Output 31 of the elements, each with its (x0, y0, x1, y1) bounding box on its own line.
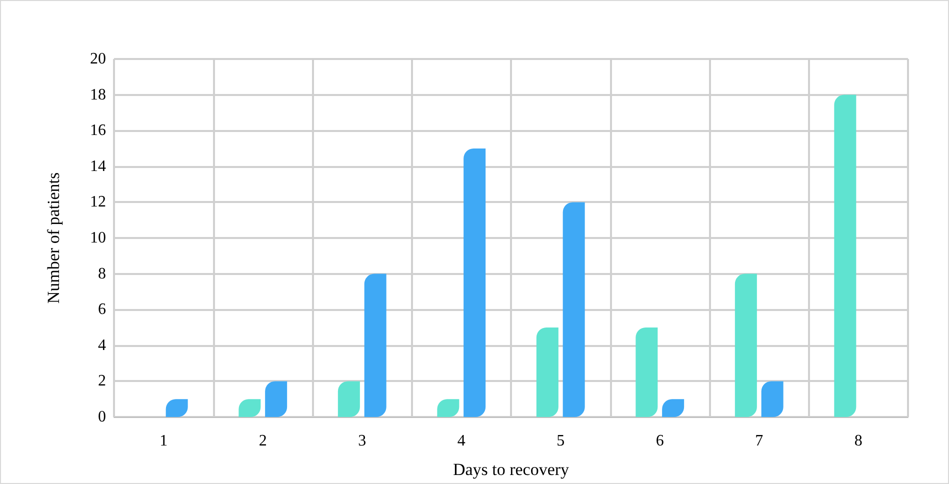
x-tick-label: 4 (457, 432, 466, 450)
y-tick-label: 18 (90, 86, 106, 104)
bar (562, 202, 585, 417)
y-tick-label: 16 (90, 122, 106, 140)
y-axis-title: Number of patients (44, 172, 63, 304)
y-tick-label: 10 (90, 230, 106, 246)
y-tick-label: 12 (90, 194, 106, 211)
x-tick-label: 1 (160, 432, 168, 450)
bar (338, 381, 360, 417)
y-tick-label: 4 (98, 336, 106, 354)
bar (636, 328, 658, 417)
bar (761, 381, 784, 417)
y-tick-label: 8 (98, 265, 106, 282)
x-tick-label: 3 (358, 432, 366, 450)
x-tick-label: 5 (556, 432, 565, 450)
x-axis-title: Days to recovery (452, 460, 570, 479)
x-tick-label: 8 (854, 432, 862, 450)
bar (265, 381, 288, 417)
y-tick-label: 6 (98, 301, 106, 318)
x-tick-label: 7 (755, 432, 764, 450)
bar (464, 148, 486, 417)
bar (536, 328, 558, 417)
x-tick-label: 6 (656, 432, 664, 450)
y-tick-label: 2 (98, 372, 106, 390)
bar (834, 94, 856, 417)
bar (734, 274, 757, 417)
y-tick-label: 14 (90, 158, 106, 175)
x-tick-label: 2 (258, 432, 267, 450)
y-tick-label: 0 (98, 408, 106, 426)
y-tick-label: 20 (90, 50, 106, 68)
bar (364, 274, 386, 417)
